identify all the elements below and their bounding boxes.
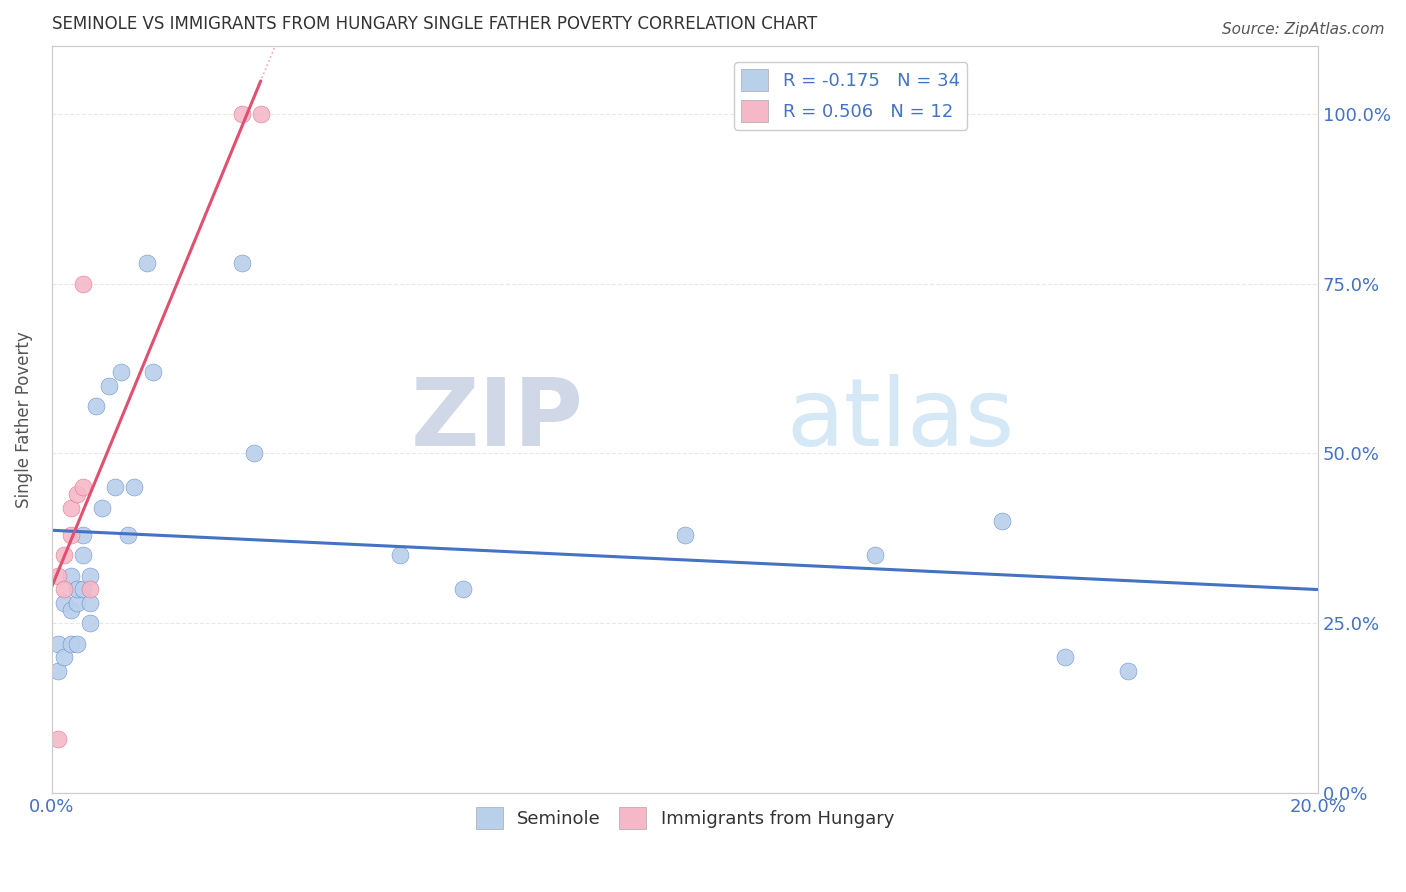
Text: ZIP: ZIP [411,374,583,466]
Point [135,256,157,270]
Point [142,365,165,379]
Point [59,603,82,617]
Text: SEMINOLE VS IMMIGRANTS FROM HUNGARY SINGLE FATHER POVERTY CORRELATION CHART: SEMINOLE VS IMMIGRANTS FROM HUNGARY SING… [52,15,817,33]
Point [79,569,101,583]
Point [231,256,253,270]
Point [673,528,696,542]
Point [1116,664,1139,678]
Point [59,528,82,542]
Point [79,596,101,610]
Point [66,637,89,651]
Point [46,731,69,746]
Point [66,487,89,501]
Point [53,650,76,665]
Point [388,549,411,563]
Point [243,446,266,460]
Point [59,569,82,583]
Point [53,549,76,563]
Legend: Seminole, Immigrants from Hungary: Seminole, Immigrants from Hungary [468,800,901,837]
Point [53,596,76,610]
Point [66,582,89,597]
Point [66,596,89,610]
Point [117,528,139,542]
Point [453,582,475,597]
Point [46,664,69,678]
Point [110,365,132,379]
Y-axis label: Single Father Poverty: Single Father Poverty [15,331,32,508]
Point [72,528,94,542]
Point [59,637,82,651]
Point [46,637,69,651]
Point [104,481,127,495]
Point [46,569,69,583]
Point [91,500,114,515]
Point [122,481,145,495]
Text: atlas: atlas [786,374,1015,466]
Point [231,106,253,120]
Point [990,515,1012,529]
Point [79,616,101,631]
Point [59,500,82,515]
Point [1053,650,1076,665]
Text: Source: ZipAtlas.com: Source: ZipAtlas.com [1222,22,1385,37]
Point [72,277,94,291]
Point [72,582,94,597]
Point [863,549,886,563]
Point [72,549,94,563]
Point [72,481,94,495]
Point [53,582,76,597]
Point [79,582,101,597]
Point [84,399,107,413]
Point [97,378,120,392]
Point [249,106,271,120]
